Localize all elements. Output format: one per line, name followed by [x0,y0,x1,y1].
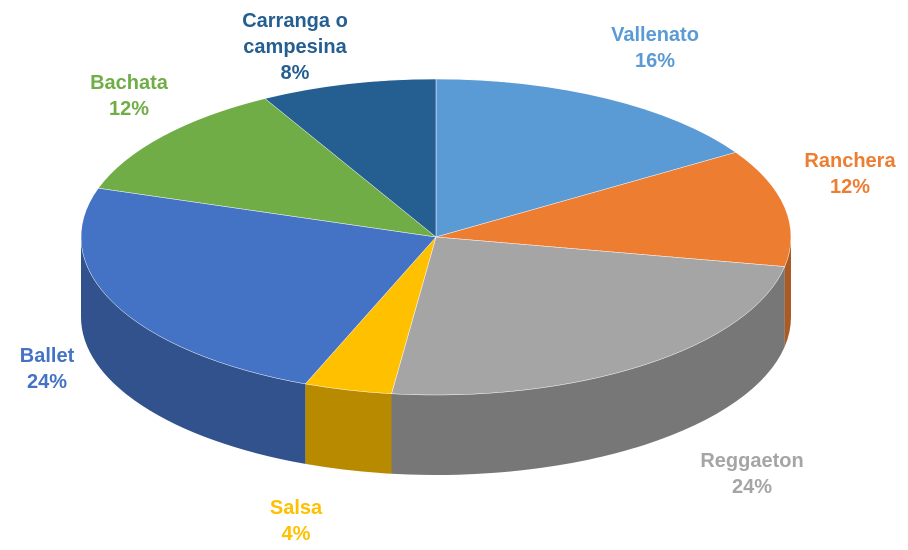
value-label: 24% [26,371,68,393]
value-label: 12% [829,176,871,198]
slice-label: Vallenato 16% [611,22,699,74]
category-name: Vallenato [611,24,699,46]
category-name: Carranga o campesina [242,10,348,58]
slice-label: Ranchera 12% [804,148,895,200]
value-label: 24% [731,476,773,498]
slice [435,78,737,238]
slice-label: Ballet 24% [20,343,74,395]
slice [97,98,437,238]
slice-label: Bachata 12% [90,70,168,122]
slice [80,187,437,385]
value-label: 4% [281,523,311,545]
category-name: Salsa [269,497,323,519]
slice-side [81,237,306,464]
slice [264,78,437,238]
category-name: Bachata [90,72,168,94]
slice [435,152,792,267]
category-name: Reggaeton [700,450,804,472]
slice-label: Reggaeton 24% [700,448,803,500]
category-name: Ballet [19,345,75,367]
value-label: 8% [280,62,310,84]
slice-side [391,266,785,475]
value-label: 16% [634,50,676,72]
slice-label: Carranga o campesina 8% [225,8,365,86]
category-name: Ranchera [804,150,896,172]
slice-side [305,383,392,474]
value-label: 12% [108,98,150,120]
slice-side [784,237,791,347]
slice [391,236,786,396]
slice-label: Salsa 4% [270,495,322,547]
